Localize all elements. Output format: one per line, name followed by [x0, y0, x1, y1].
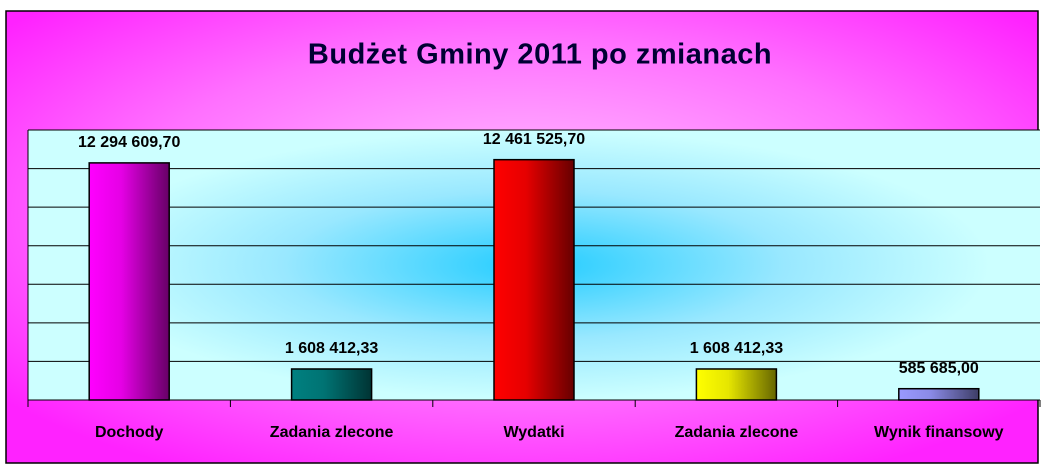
value-label: 12 461 525,70 — [483, 131, 585, 148]
bar — [695, 368, 778, 401]
value-label: 1 608 412,33 — [285, 340, 379, 357]
value-label: 585 685,00 — [899, 360, 979, 377]
value-label: 1 608 412,33 — [690, 340, 784, 357]
bar — [290, 368, 373, 401]
value-label: 12 294 609,70 — [78, 134, 180, 151]
bar — [493, 158, 575, 401]
chart-title: Budżet Gminy 2011 po zmianach — [308, 39, 772, 71]
x-tick-label: Dochody — [95, 424, 164, 441]
x-tick-label: Wydatki — [503, 424, 564, 441]
x-tick-label: Wynik finansowy — [874, 424, 1004, 441]
x-tick-label: Zadania zlecone — [270, 424, 394, 441]
x-tick-label: Zadania zlecone — [675, 424, 799, 441]
bar — [898, 387, 980, 401]
bar — [88, 162, 170, 401]
